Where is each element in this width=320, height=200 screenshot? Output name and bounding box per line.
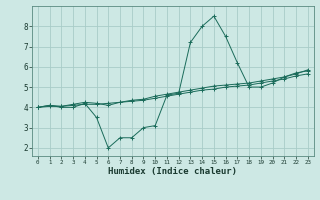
X-axis label: Humidex (Indice chaleur): Humidex (Indice chaleur) bbox=[108, 167, 237, 176]
